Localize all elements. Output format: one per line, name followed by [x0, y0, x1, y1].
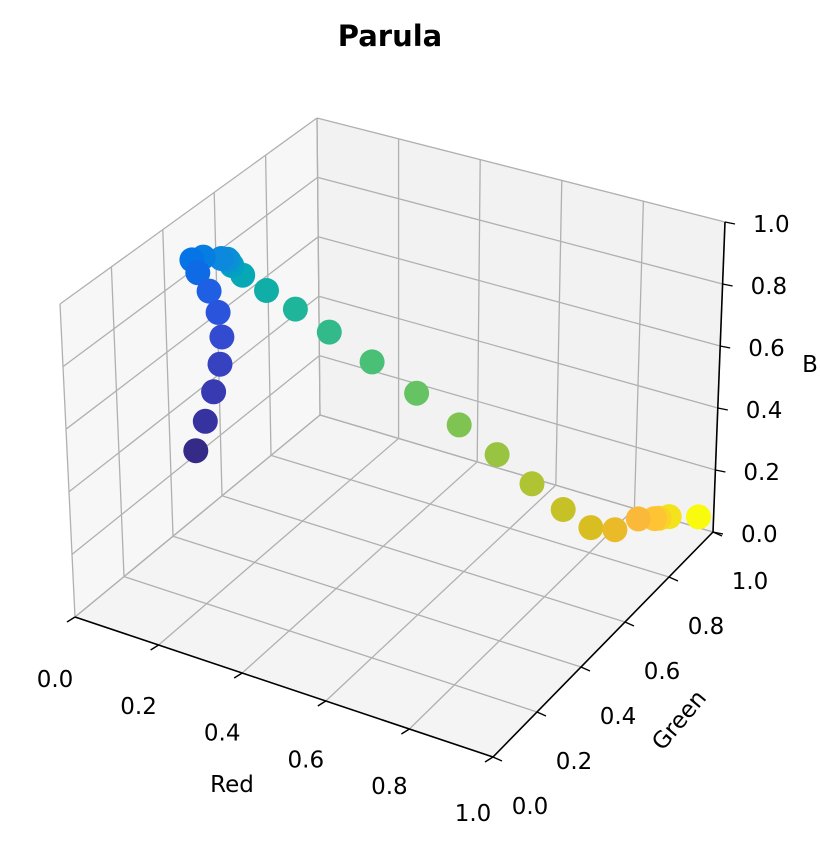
x-tick-label: 0.4 — [204, 721, 241, 747]
grid-line-right-r — [555, 180, 563, 486]
grid-line-floor-r — [325, 484, 557, 702]
grid-line-floor-g — [270, 454, 670, 578]
z-tick-label: 0.6 — [748, 336, 785, 362]
y-tick — [492, 756, 503, 762]
scatter-point — [208, 246, 234, 271]
y-tick-label: 0.8 — [688, 614, 725, 640]
scatter-point — [196, 278, 222, 304]
x-axis-line — [74, 616, 494, 758]
z-axis-label: B — [802, 352, 818, 378]
pane-left — [60, 118, 320, 617]
grid-line-floor-r — [408, 508, 635, 730]
grid-line-left-z — [68, 295, 320, 493]
x-tick-label: 0.8 — [371, 774, 408, 800]
scatter-point — [183, 438, 209, 464]
y-axis-line — [492, 531, 714, 758]
grid-line-floor-r — [158, 437, 400, 646]
scatter-point — [205, 299, 231, 325]
x-tick — [484, 756, 494, 763]
scatter-point — [192, 408, 218, 434]
grid-line-floor-r — [241, 461, 478, 674]
grid-line-right-z — [317, 176, 723, 285]
grid-line-left-g — [162, 229, 174, 537]
scatter-point — [686, 504, 711, 530]
scatter-point — [282, 296, 308, 322]
scatter-point — [519, 471, 545, 497]
scatter-point — [359, 349, 385, 375]
pane-right — [317, 118, 725, 532]
x-axis-label: Red — [210, 772, 254, 798]
grid-line-right-z — [318, 295, 718, 409]
y-tick-label: 1.0 — [732, 569, 769, 595]
grid-line-right-z — [319, 354, 716, 471]
x-tick — [401, 728, 410, 735]
x-tick — [317, 700, 327, 707]
z-tick-label: 0.4 — [746, 398, 783, 424]
scatter-point — [484, 442, 510, 468]
grid-line-floor-g — [123, 575, 538, 713]
y-tick — [536, 711, 547, 717]
scatter-point — [404, 380, 430, 406]
z-axis-line — [712, 221, 726, 533]
scatter-point — [185, 260, 211, 286]
grid-line-right-z — [316, 117, 726, 223]
x-tick — [150, 644, 159, 651]
scatter-point — [201, 379, 227, 405]
axis-lines — [74, 221, 726, 758]
x-tick-label: 0.2 — [120, 694, 157, 720]
grid-line-left-z — [74, 414, 321, 618]
scatter-point — [316, 319, 342, 345]
y-tick-label: 0.6 — [644, 659, 681, 685]
scatter-point — [625, 506, 651, 532]
x-tick-label: 0.6 — [288, 747, 325, 773]
z-tick — [720, 345, 731, 349]
grid-line-right-r — [476, 159, 481, 462]
scatter-point — [446, 412, 472, 438]
grid-line-left-z — [65, 236, 319, 430]
data-points — [179, 244, 711, 543]
y-axis-label: Green — [647, 685, 712, 755]
grid-line-floor-g — [172, 535, 582, 668]
scatter-point — [602, 517, 628, 543]
z-tick-label: 1.0 — [753, 212, 790, 238]
z-tick-label: 0.0 — [741, 522, 778, 548]
grid-line-right-r — [633, 201, 645, 509]
z-tick-label: 0.2 — [743, 460, 780, 486]
chart-title: Parula — [338, 19, 443, 53]
grid-line-left-z — [59, 117, 318, 305]
tick-labels: 0.0 0.0 0.0 0.2 0.2 0.2 0.4 0.4 0.4 0.6 0.6 0.6 0.8 0… — [37, 212, 790, 827]
grid-line-left-g — [264, 155, 272, 456]
y-tick-label: 0.4 — [600, 704, 637, 730]
x-tick-label: 0.0 — [37, 667, 74, 693]
grid-line-left-g — [59, 303, 76, 618]
grid-line-floor-g — [221, 495, 626, 623]
y-tick — [712, 531, 723, 537]
tick-marks — [66, 221, 736, 763]
pane-floor — [75, 415, 713, 757]
scatter-point — [207, 351, 233, 377]
scatter-point — [209, 324, 235, 350]
z-tick-label: 0.8 — [751, 274, 788, 300]
x-tick — [233, 672, 243, 679]
grid-line-left-g — [316, 117, 321, 416]
grid-line-left-g — [110, 266, 125, 577]
scatter-point — [550, 497, 576, 522]
y-tick-label: 0.2 — [556, 749, 593, 775]
z-tick — [724, 221, 736, 225]
y-tick — [668, 576, 679, 582]
scatter-point — [254, 278, 279, 303]
y-tick — [580, 666, 591, 672]
y-tick — [624, 621, 635, 627]
axes-panes — [60, 118, 725, 757]
x-tick-label: 1.0 — [455, 801, 492, 827]
scatter-point — [578, 515, 604, 541]
z-tick — [715, 469, 726, 473]
grid-line-right-z — [318, 236, 721, 347]
z-tick — [722, 283, 733, 287]
x-tick — [66, 616, 76, 623]
z-tick — [717, 407, 728, 411]
y-tick-label: 0.0 — [512, 794, 549, 820]
